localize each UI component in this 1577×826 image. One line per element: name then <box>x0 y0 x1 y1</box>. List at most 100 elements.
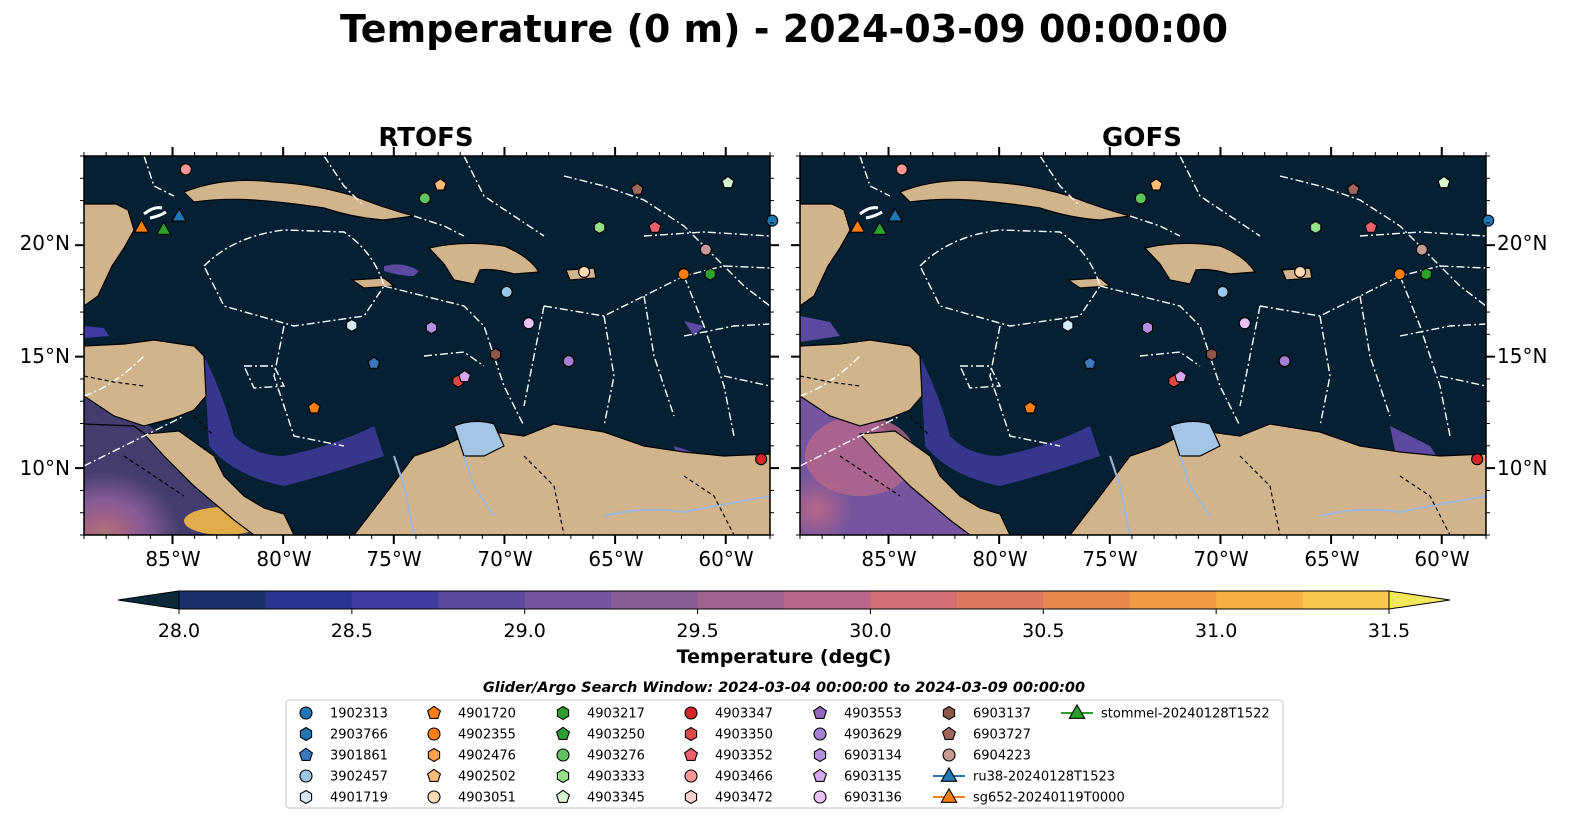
legend-label: 6903136 <box>844 791 902 806</box>
platform-marker-4902502 <box>433 178 447 191</box>
legend-item: 4903250 <box>555 726 645 743</box>
legend-label: 6903134 <box>844 749 902 764</box>
platform-marker-4903217 <box>1420 267 1432 281</box>
platform-marker-3902457 <box>1216 285 1229 299</box>
colorbar: 28.0 28.5 29.0 29.5 30.0 30.5 31.0 31.5 Tempera… <box>117 590 1451 668</box>
colorbar-label: Temperature (degC) <box>677 646 892 668</box>
legend-box <box>285 699 1284 809</box>
platform-marker-6904223 <box>699 243 712 256</box>
legend-label: 2903766 <box>330 728 388 743</box>
colorbar-tick-label: 28.0 <box>158 620 200 642</box>
platform-marker-4902502 <box>1149 178 1163 191</box>
legend-marker <box>426 705 442 719</box>
platform-marker-4903352 <box>648 220 662 233</box>
legend-marker <box>813 790 827 804</box>
platform-marker-6903727 <box>630 182 644 195</box>
rtofs-lat-labels: 10°N 15°N 20°N <box>20 231 70 480</box>
platform-marker-4901720 <box>307 401 321 414</box>
legend-marker <box>683 747 699 761</box>
gofs-lat-tick-label: 15°N <box>1497 344 1547 368</box>
colorbar-segment <box>611 591 699 609</box>
legend-item: 4903466 <box>684 769 773 785</box>
colorbar-segments <box>179 591 1390 609</box>
country-borders <box>800 375 1451 535</box>
rtofs-lon-tick-label: 70°W <box>477 547 532 571</box>
legend-label: 4903333 <box>587 770 645 785</box>
rivers <box>393 455 770 535</box>
legend-label: 4903553 <box>844 707 902 722</box>
legend-item: 6903135 <box>812 768 902 785</box>
platform-marker-4903347 <box>755 453 768 466</box>
legend-item: 4902355 <box>427 727 516 743</box>
platform-marker-sg652-20240119T0000 <box>133 218 150 233</box>
rtofs-lon-tick-label: 65°W <box>588 547 643 571</box>
colorbar-ticks: 28.0 28.5 29.0 29.5 30.0 30.5 31.0 31.5 <box>158 609 1410 642</box>
rtofs-panel: RTOFS <box>20 123 779 571</box>
colorbar-tick-label: 31.0 <box>1195 620 1237 642</box>
legend-label: stommel-20240128T1522 <box>1101 707 1270 722</box>
rivers <box>1109 455 1486 535</box>
gofs-lon-tick-label: 85°W <box>861 547 916 571</box>
legend-label: 4903051 <box>458 791 516 806</box>
legend-marker <box>555 789 571 803</box>
legend-label: 4901719 <box>330 791 388 806</box>
colorbar-segment <box>1216 591 1304 609</box>
legend-marker <box>299 769 313 783</box>
colorbar-tick-label: 30.0 <box>849 620 891 642</box>
platform-marker-4903345 <box>721 175 735 189</box>
colorbar-segment <box>784 591 871 609</box>
colorbar-tick-label: 29.5 <box>676 620 718 642</box>
legend-marker <box>556 705 570 721</box>
platform-marker-6903136 <box>522 317 535 330</box>
legend-marker <box>941 726 957 740</box>
platform-marker-4903352 <box>1364 220 1378 233</box>
legend-marker <box>813 727 827 741</box>
platform-marker-6904223 <box>1415 243 1428 256</box>
legend-item: 2903766 <box>299 726 388 743</box>
legend-item: 4902476 <box>427 747 516 764</box>
platform-marker-4901719 <box>1062 318 1074 333</box>
legend-item: 4903276 <box>556 748 645 764</box>
rtofs-axis-ticks <box>75 147 779 544</box>
platform-marker-4903345 <box>1437 175 1451 189</box>
glider-tracks <box>143 206 167 220</box>
legend-marker <box>556 768 570 784</box>
platform-marker-6903137 <box>489 347 502 362</box>
colorbar-tick-label: 28.5 <box>331 620 373 642</box>
legend-marker <box>812 768 828 782</box>
colorbar-extend-low <box>117 590 180 610</box>
colorbar-segment <box>697 591 785 609</box>
gofs-lat-tick-label: 20°N <box>1497 231 1547 255</box>
rtofs-lon-tick-label: 80°W <box>256 547 311 571</box>
platform-marker-4903051 <box>578 265 591 278</box>
legend-label: 6903135 <box>844 770 902 785</box>
platform-marker-stommel-20240128T1522 <box>871 221 888 235</box>
legend-item: 4903629 <box>813 727 902 743</box>
legend-label: 4902355 <box>458 728 516 743</box>
rtofs-map-body <box>84 156 770 535</box>
legend-marker <box>555 726 571 740</box>
rtofs-lat-tick-label: 20°N <box>20 231 70 255</box>
platform-marker-3901861 <box>367 356 381 369</box>
platform-marker-ru38-20240128T1523 <box>887 207 904 222</box>
legend-item: 4901720 <box>426 705 516 722</box>
legend-item: 4903345 <box>555 789 645 806</box>
legend-item: 1902313 <box>299 706 388 722</box>
platform-marker-1902313 <box>1482 214 1495 227</box>
legend-label: 4901720 <box>458 707 516 722</box>
platform-marker-4903466 <box>895 163 908 176</box>
colorbar-segment <box>956 591 1044 609</box>
legend-marker <box>813 747 827 763</box>
platform-marker-4903466 <box>179 163 192 176</box>
legend-label: 4903345 <box>587 791 645 806</box>
colorbar-segment <box>524 591 612 609</box>
legend-item: 6903136 <box>813 790 902 806</box>
colorbar-segment <box>870 591 958 609</box>
figure-title: Temperature (0 m) - 2024-03-09 00:00:00 <box>340 7 1228 51</box>
legend-marker <box>427 747 441 763</box>
rtofs-lat-tick-label: 15°N <box>20 344 70 368</box>
legend: 1902313 2903766 3901861 3902457 4901719 49017… <box>298 703 1270 806</box>
platform-marker-6903137 <box>1205 347 1218 362</box>
legend-item: 4903553 <box>812 705 902 722</box>
shelf-warm-water <box>920 356 1100 486</box>
